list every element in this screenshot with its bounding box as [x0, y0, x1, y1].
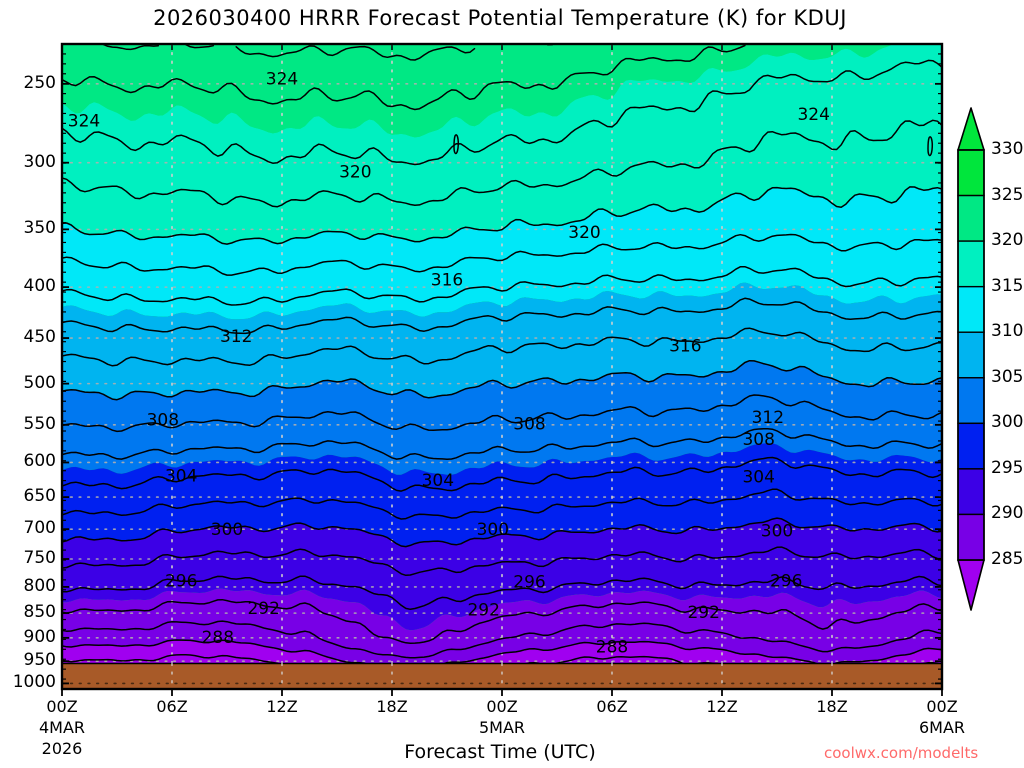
colorbar: [957, 107, 985, 611]
y-axis-tick-label: 850: [23, 602, 56, 623]
svg-text:292: 292: [467, 601, 499, 621]
x-axis-tick-label: 12Z: [266, 697, 298, 716]
y-axis-tick-label: 650: [23, 486, 56, 507]
svg-text:296: 296: [513, 572, 545, 592]
svg-text:316: 316: [431, 270, 463, 290]
y-axis-tick-label: 550: [23, 413, 56, 434]
colorbar-tick-label: 310: [991, 321, 1024, 342]
y-axis-tick-label: 300: [23, 151, 56, 172]
x-axis-tick-label: 06Z: [596, 697, 628, 716]
y-axis-tick-label: 800: [23, 575, 56, 596]
x-axis-tick-label: 18Z: [376, 697, 408, 716]
page-title: 2026030400 HRRR Forecast Potential Tempe…: [153, 6, 847, 30]
svg-text:312: 312: [752, 408, 784, 428]
y-axis-tick-label: 750: [23, 547, 56, 568]
x-axis-tick-label: 18Z: [816, 697, 848, 716]
svg-text:320: 320: [568, 223, 600, 243]
y-axis-tick-label: 700: [23, 518, 56, 539]
colorbar-tick-label: 325: [991, 184, 1024, 205]
svg-text:308: 308: [742, 430, 774, 450]
x-axis-date-label: 4MAR: [38, 718, 86, 737]
x-axis-year-label: 2026: [41, 739, 83, 758]
y-axis-tick-label: 350: [23, 218, 56, 239]
y-axis-tick-label: 500: [23, 372, 56, 393]
contour-lines: [62, 44, 942, 689]
svg-text:288: 288: [202, 628, 234, 648]
svg-text:304: 304: [165, 466, 197, 486]
svg-text:320: 320: [339, 162, 371, 182]
y-axis-tick-label: 900: [23, 626, 56, 647]
x-axis-title: Forecast Time (UTC): [404, 741, 596, 763]
colorbar-tick-label: 295: [991, 457, 1024, 478]
colorbar-tick-label: 315: [991, 275, 1024, 296]
y-axis-tick-label: 950: [23, 650, 56, 671]
x-axis-tick-label: 06Z: [156, 697, 188, 716]
colorbar-tick-label: 285: [991, 549, 1024, 569]
svg-text:300: 300: [211, 520, 243, 540]
x-axis-date-label: 5MAR: [478, 718, 526, 737]
y-axis-tick-label: 600: [23, 451, 56, 472]
svg-text:292: 292: [687, 603, 719, 623]
colorbar-tick-label: 320: [991, 230, 1024, 251]
y-axis-tick-label: 1000: [12, 672, 56, 693]
colorbar-tick-label: 305: [991, 366, 1024, 387]
terrain-fill: [62, 662, 942, 689]
plot-frame: [60, 42, 944, 691]
credit-link[interactable]: coolwx.com/modelts: [824, 744, 979, 762]
svg-text:288: 288: [596, 637, 628, 657]
svg-text:296: 296: [165, 571, 197, 591]
x-axis-tick-label: 00Z: [46, 697, 78, 716]
x-axis-date-label: 6MAR: [918, 718, 966, 737]
svg-text:308: 308: [147, 410, 179, 430]
colorbar-tick-label: 330: [991, 139, 1024, 159]
svg-text:296: 296: [770, 571, 802, 591]
x-axis-tick-label: 00Z: [926, 697, 958, 716]
svg-text:308: 308: [513, 414, 545, 434]
y-axis-tick-label: 250: [23, 72, 56, 93]
svg-text:292: 292: [247, 599, 279, 619]
svg-text:312: 312: [220, 327, 252, 347]
svg-text:324: 324: [68, 111, 100, 131]
svg-text:324: 324: [266, 70, 298, 90]
y-axis-tick-label: 450: [23, 327, 56, 348]
x-axis-tick-label: 12Z: [706, 697, 738, 716]
svg-text:300: 300: [761, 521, 793, 541]
terrain-grid: [62, 662, 942, 689]
svg-text:316: 316: [669, 337, 701, 357]
y-axis-tick-label: 400: [23, 276, 56, 297]
svg-text:300: 300: [477, 520, 509, 540]
svg-text:304: 304: [742, 468, 774, 488]
x-axis-tick-label: 00Z: [486, 697, 518, 716]
colorbar-tick-label: 290: [991, 503, 1024, 524]
colorbar-tick-label: 300: [991, 412, 1024, 433]
svg-text:304: 304: [422, 471, 454, 491]
svg-text:324: 324: [797, 105, 829, 125]
